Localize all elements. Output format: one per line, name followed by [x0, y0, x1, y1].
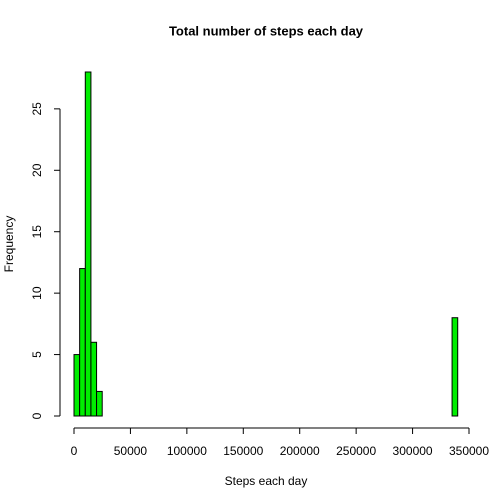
x-tick-label: 150000 [223, 444, 263, 458]
x-tick-label: 100000 [167, 444, 207, 458]
y-tick-label: 15 [30, 225, 44, 239]
y-tick-label: 25 [30, 102, 44, 116]
x-axis-label: Steps each day [225, 474, 308, 488]
bar [96, 390, 103, 417]
bar [73, 354, 81, 417]
y-tick-label: 10 [30, 286, 44, 300]
x-tick-label: 250000 [336, 444, 376, 458]
bar [451, 317, 459, 417]
y-tick-label: 0 [30, 412, 44, 419]
y-tick-label: 20 [30, 163, 44, 177]
chart-title: Total number of steps each day [169, 23, 364, 38]
y-tick-label: 5 [30, 351, 44, 358]
x-tick-label: 200000 [280, 444, 320, 458]
x-tick-label: 350000 [449, 444, 489, 458]
x-tick-label: 300000 [393, 444, 433, 458]
bar [79, 268, 86, 417]
bar [84, 71, 92, 417]
x-tick-label: 50000 [114, 444, 148, 458]
y-axis-label: Frequency [2, 216, 16, 273]
bar [90, 341, 98, 417]
x-tick-label: 0 [71, 444, 78, 458]
